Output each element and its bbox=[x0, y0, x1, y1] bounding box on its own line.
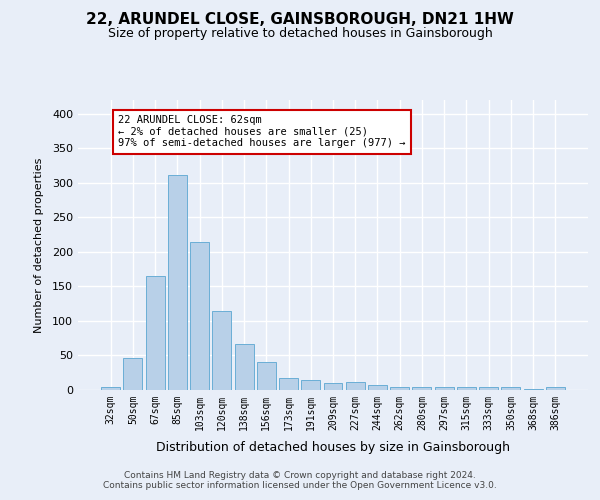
Bar bbox=[479, 387, 498, 390]
Bar bbox=[323, 383, 343, 390]
Text: Contains HM Land Registry data © Crown copyright and database right 2024.
Contai: Contains HM Land Registry data © Crown c… bbox=[103, 470, 497, 490]
Text: 22 ARUNDEL CLOSE: 62sqm
← 2% of detached houses are smaller (25)
97% of semi-det: 22 ARUNDEL CLOSE: 62sqm ← 2% of detached… bbox=[118, 115, 406, 148]
Bar bbox=[546, 386, 565, 390]
Bar bbox=[146, 276, 164, 390]
Bar bbox=[168, 174, 187, 390]
Bar bbox=[346, 382, 365, 390]
Y-axis label: Number of detached properties: Number of detached properties bbox=[34, 158, 44, 332]
Bar bbox=[301, 380, 320, 390]
Bar bbox=[257, 362, 276, 390]
Bar bbox=[390, 386, 409, 390]
Bar bbox=[457, 387, 476, 390]
Bar bbox=[412, 387, 431, 390]
Bar bbox=[190, 242, 209, 390]
Bar bbox=[101, 386, 120, 390]
Bar bbox=[502, 387, 520, 390]
Bar bbox=[368, 385, 387, 390]
Text: Size of property relative to detached houses in Gainsborough: Size of property relative to detached ho… bbox=[107, 28, 493, 40]
Text: 22, ARUNDEL CLOSE, GAINSBOROUGH, DN21 1HW: 22, ARUNDEL CLOSE, GAINSBOROUGH, DN21 1H… bbox=[86, 12, 514, 28]
Bar bbox=[124, 358, 142, 390]
Bar bbox=[435, 387, 454, 390]
Bar bbox=[212, 310, 231, 390]
Bar bbox=[279, 378, 298, 390]
Bar bbox=[235, 344, 254, 390]
X-axis label: Distribution of detached houses by size in Gainsborough: Distribution of detached houses by size … bbox=[156, 441, 510, 454]
